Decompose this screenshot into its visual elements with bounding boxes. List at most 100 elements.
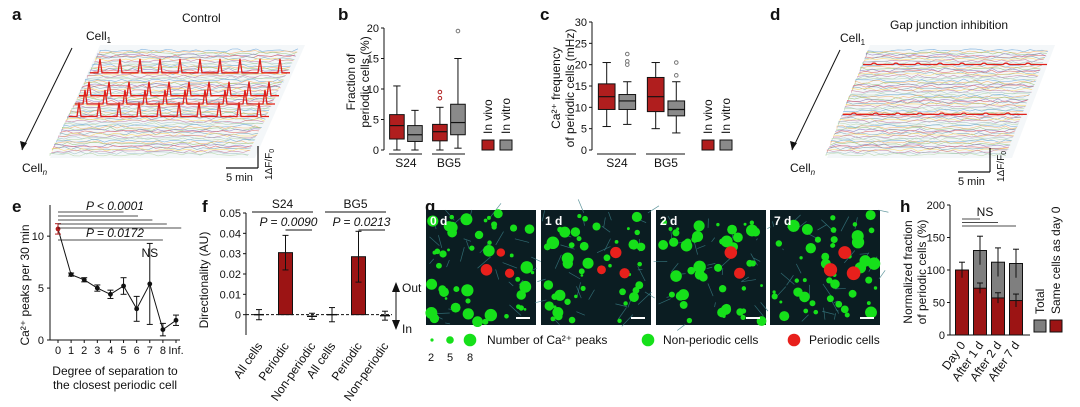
nonperiodic-cell xyxy=(865,276,873,284)
periodic-trace xyxy=(75,89,275,105)
baseline-trace xyxy=(826,149,1008,154)
baseline-trace xyxy=(853,83,1035,87)
nonperiodic-cell xyxy=(530,270,535,275)
legend-swatch xyxy=(481,139,495,151)
process-fiber xyxy=(697,245,706,249)
nonperiodic-cell xyxy=(462,308,474,320)
process-fiber xyxy=(772,221,775,227)
day-label: 2 d xyxy=(660,214,677,228)
nonperiodic-cell xyxy=(515,276,521,282)
nonperiodic-cell xyxy=(799,256,803,260)
y-tick-label: 0.05 xyxy=(220,208,241,220)
p-value-annotation: P = 0.0172 xyxy=(86,226,144,240)
process-fiber xyxy=(537,278,546,282)
nonperiodic-cell xyxy=(865,306,877,319)
panel-b-ylabel-1: Fraction of xyxy=(344,53,358,110)
nonperiodic-cell xyxy=(740,314,746,320)
y-tick-label: 20 xyxy=(367,23,379,35)
nonperiodic-cell xyxy=(427,215,439,227)
nonperiodic-cell xyxy=(809,300,816,307)
y-tick-label: 5 xyxy=(581,124,587,136)
process-fiber xyxy=(707,263,716,266)
nonperiodic-cell xyxy=(632,286,640,294)
baseline-trace xyxy=(851,89,1032,93)
process-fiber xyxy=(621,314,634,327)
x-tick-label: 8 xyxy=(160,345,166,357)
baseline-trace xyxy=(55,140,254,145)
baseline-trace xyxy=(846,101,1027,105)
nonperiodic-cell xyxy=(553,305,557,309)
nonperiodic-cell xyxy=(617,318,622,324)
baseline-trace xyxy=(851,87,1033,92)
arrow-up-icon xyxy=(392,282,400,292)
baseline-trace xyxy=(53,145,252,149)
y-tick-label: 0.01 xyxy=(220,289,241,301)
baseline-trace xyxy=(863,59,1044,63)
scale-x-label-d: 5 min xyxy=(958,176,985,188)
baseline-trace xyxy=(864,57,1045,62)
nonperiodic-cell xyxy=(658,239,669,250)
nonperiodic-cell xyxy=(814,236,821,243)
process-fiber xyxy=(671,263,679,273)
cell-1-label-d: Cell1 xyxy=(840,31,866,47)
nonperiodic-cell xyxy=(516,304,521,310)
y-tick-label: 0 xyxy=(939,330,945,342)
periodic-trace xyxy=(90,58,290,74)
nonperiodic-cell xyxy=(794,278,799,283)
nonperiodic-cell xyxy=(484,308,498,322)
nonperiodic-cell xyxy=(520,261,534,274)
nonperiodic-cell xyxy=(493,209,503,219)
process-fiber xyxy=(833,300,838,304)
periodic-cell xyxy=(838,246,852,260)
nonperiodic-cell xyxy=(460,213,473,226)
baseline-trace xyxy=(864,56,1046,60)
process-fiber xyxy=(859,253,869,255)
process-fiber xyxy=(740,279,756,283)
box xyxy=(667,100,686,117)
nonperiodic-cell xyxy=(570,227,581,237)
process-fiber xyxy=(741,276,749,282)
baseline-trace xyxy=(831,137,1013,142)
nonperiodic-cell xyxy=(592,222,601,231)
process-fiber xyxy=(721,268,724,276)
legend-same-label: Same cells as day 0 xyxy=(1049,206,1063,314)
periodic-trace xyxy=(69,102,269,118)
process-fiber xyxy=(711,237,716,243)
baseline-trace xyxy=(862,60,1044,65)
panel-a-letter: a xyxy=(12,5,22,24)
legend-label: In vitro xyxy=(499,98,513,134)
y-tick-label: 15 xyxy=(367,54,379,66)
process-fiber xyxy=(817,224,827,231)
baseline-trace xyxy=(855,78,1036,83)
nonperiodic-cell xyxy=(813,309,819,315)
panel-d: d Gap junction inhibition Cell1 Celln 5 … xyxy=(770,5,1055,188)
baseline-trace xyxy=(865,54,1046,59)
nonperiodic-legend-dot xyxy=(641,333,655,347)
x-tick-label: 3 xyxy=(94,345,100,357)
nonperiodic-cell xyxy=(830,236,838,244)
process-fiber xyxy=(514,238,530,243)
baseline-trace xyxy=(856,77,1037,81)
periodic-cell xyxy=(504,268,515,278)
nonperiodic-cell xyxy=(432,250,437,255)
nonperiodic-cell xyxy=(779,311,790,322)
baseline-trace xyxy=(834,131,1015,136)
nonperiodic-cell xyxy=(868,227,875,234)
process-fiber xyxy=(756,238,758,241)
y-tick-label: 100 xyxy=(927,265,945,277)
baseline-trace xyxy=(859,69,1040,74)
group-title: BG5 xyxy=(343,197,367,211)
process-fiber xyxy=(834,313,836,320)
baseline-trace xyxy=(843,108,1024,113)
panel-d-title: Gap junction inhibition xyxy=(890,18,1008,32)
data-point xyxy=(134,306,140,312)
nonperiodic-cell xyxy=(840,305,849,314)
data-point xyxy=(55,226,61,232)
baseline-trace xyxy=(72,105,271,110)
nonperiodic-cell xyxy=(635,281,644,290)
process-fiber xyxy=(576,282,581,298)
baseline-trace xyxy=(51,148,251,152)
panel-h: h Normalized fraction of periodic cells … xyxy=(900,197,1063,384)
panel-g: g 0 d 1 d 2 d 7 d 2 5 8 Number of Ca²⁺ peak… xyxy=(425,197,889,364)
